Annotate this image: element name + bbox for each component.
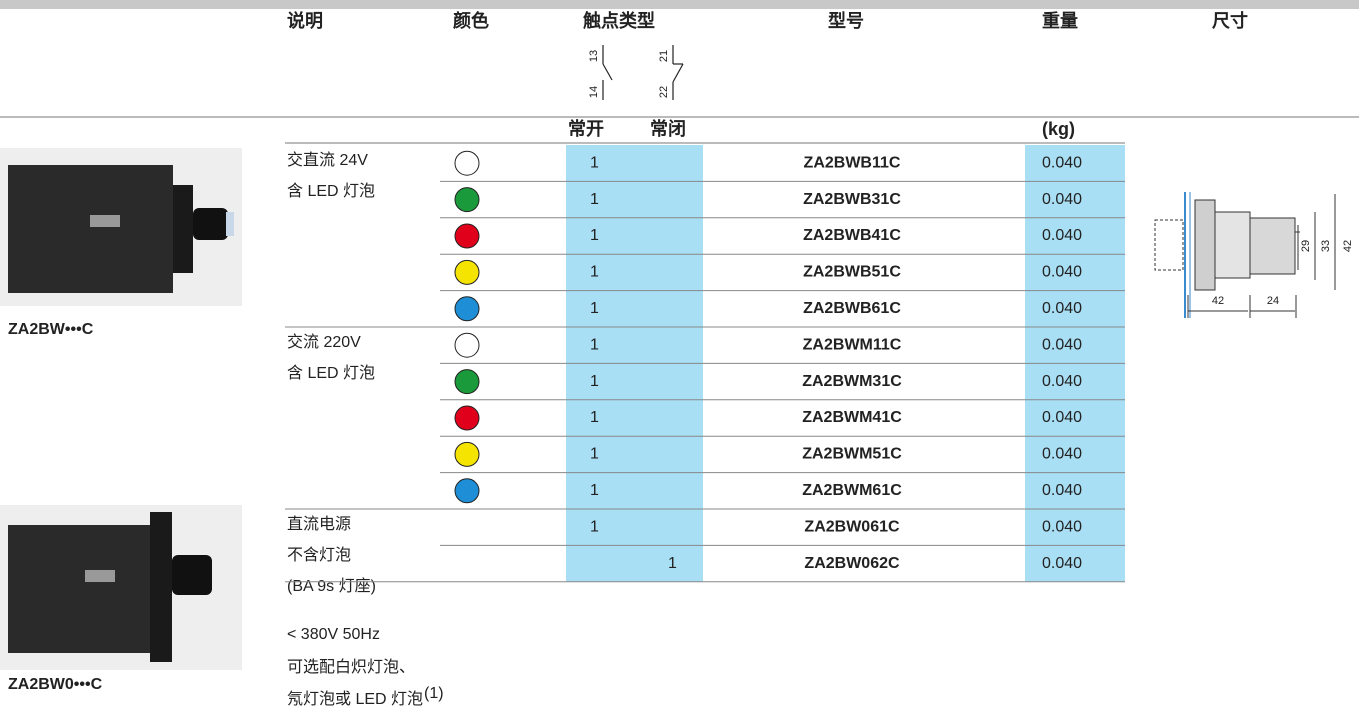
column-header: 重量 bbox=[1042, 10, 1078, 31]
dimension-drawing bbox=[1154, 192, 1336, 318]
contact-no: 1 bbox=[590, 446, 599, 463]
contact-no: 1 bbox=[590, 154, 599, 171]
weight: 0.040 bbox=[1042, 227, 1082, 244]
dimension-label: 24 bbox=[1267, 295, 1279, 307]
model-number: ZA2BWM31C bbox=[802, 373, 902, 390]
column-header: 尺寸 bbox=[1212, 10, 1248, 31]
column-header: 说明 bbox=[287, 10, 323, 31]
contact-no: 1 bbox=[590, 227, 599, 244]
model-number: ZA2BWM51C bbox=[802, 446, 902, 463]
dimension-label: 29 bbox=[1300, 240, 1312, 252]
description: 含 LED 灯泡 bbox=[287, 364, 375, 382]
column-header: 颜色 bbox=[453, 10, 489, 31]
column-header: 型号 bbox=[828, 10, 864, 31]
weight: 0.040 bbox=[1042, 482, 1082, 499]
contact-label: 常开 bbox=[568, 118, 604, 139]
contact-no: 1 bbox=[590, 373, 599, 390]
weight: 0.040 bbox=[1042, 300, 1082, 317]
contact-symbols bbox=[602, 45, 684, 100]
weight: 0.040 bbox=[1042, 518, 1082, 535]
color-indicator bbox=[454, 441, 480, 467]
weight: 0.040 bbox=[1042, 409, 1082, 426]
note: 氖灯泡或 LED 灯泡 bbox=[287, 690, 423, 708]
terminal-number: 14 bbox=[588, 86, 600, 98]
contact-no: 1 bbox=[590, 191, 599, 208]
model-number: ZA2BWM11C bbox=[803, 336, 902, 353]
header: 说明 颜色 触点类型 型号 重量 尺寸 bbox=[287, 10, 1248, 31]
contact-no: 1 bbox=[590, 518, 599, 535]
contact-no: 1 bbox=[590, 482, 599, 499]
contact-no: 1 bbox=[590, 264, 599, 281]
model-number: ZA2BWB41C bbox=[803, 227, 901, 244]
dimension-label: 42 bbox=[1212, 295, 1224, 307]
description: 交流 220V bbox=[287, 333, 361, 351]
dimension-label: 42 bbox=[1342, 240, 1354, 252]
weight: 0.040 bbox=[1042, 336, 1082, 353]
color-indicator bbox=[454, 478, 480, 504]
color-indicator bbox=[454, 187, 480, 213]
product-caption: ZA2BW•••C bbox=[8, 321, 94, 338]
color-indicator bbox=[454, 223, 480, 249]
column-header: 触点类型 bbox=[583, 10, 655, 31]
model-number: ZA2BWB61C bbox=[803, 300, 901, 317]
model-number: ZA2BWB31C bbox=[803, 191, 901, 208]
weight: 0.040 bbox=[1042, 191, 1082, 208]
product-image bbox=[0, 505, 242, 670]
contact-no: 1 bbox=[590, 336, 599, 353]
description: 不含灯泡 bbox=[287, 546, 351, 564]
weight: 0.040 bbox=[1042, 264, 1082, 281]
contact-label: 常闭 bbox=[650, 118, 686, 139]
color-indicator bbox=[454, 332, 480, 358]
description: 直流电源 bbox=[287, 515, 351, 533]
dimension-label: 33 bbox=[1320, 240, 1332, 252]
model-number: ZA2BWM41C bbox=[802, 409, 902, 426]
model-number: ZA2BW062C bbox=[804, 555, 900, 572]
contact-no: 1 bbox=[590, 300, 599, 317]
weight: 0.040 bbox=[1042, 446, 1082, 463]
weight: 0.040 bbox=[1042, 555, 1082, 572]
product-caption: ZA2BW0•••C bbox=[8, 676, 103, 693]
model-number: ZA2BW061C bbox=[804, 518, 900, 535]
product-image bbox=[0, 148, 242, 306]
top-bar bbox=[0, 0, 1359, 9]
terminal-number: 22 bbox=[658, 86, 670, 98]
model-number: ZA2BWB11C bbox=[804, 154, 901, 171]
contact-no: 1 bbox=[590, 409, 599, 426]
contact-nc: 1 bbox=[668, 555, 677, 572]
terminal-number: 21 bbox=[658, 50, 670, 62]
color-indicator bbox=[454, 369, 480, 395]
footnote-mark: (1) bbox=[424, 685, 444, 702]
color-indicator bbox=[454, 259, 480, 285]
color-indicator bbox=[454, 150, 480, 176]
note: 可选配白炽灯泡、 bbox=[287, 658, 415, 676]
color-indicator bbox=[454, 296, 480, 322]
description: (BA 9s 灯座) bbox=[287, 577, 376, 595]
description: 含 LED 灯泡 bbox=[287, 182, 375, 200]
table: 交直流 24V 含 LED 灯泡 1 ZA2BWB11C 0.040 1 ZA2BWB31C… bbox=[285, 145, 1125, 595]
weight-unit: (kg) bbox=[1042, 119, 1075, 139]
weight: 0.040 bbox=[1042, 373, 1082, 390]
terminal-number: 13 bbox=[588, 50, 600, 62]
description: 交直流 24V bbox=[287, 151, 368, 169]
color-indicator bbox=[454, 405, 480, 431]
weight: 0.040 bbox=[1042, 154, 1082, 171]
note: < 380V 50Hz bbox=[287, 626, 380, 643]
model-number: ZA2BWM61C bbox=[802, 482, 902, 499]
model-number: ZA2BWB51C bbox=[803, 264, 901, 281]
